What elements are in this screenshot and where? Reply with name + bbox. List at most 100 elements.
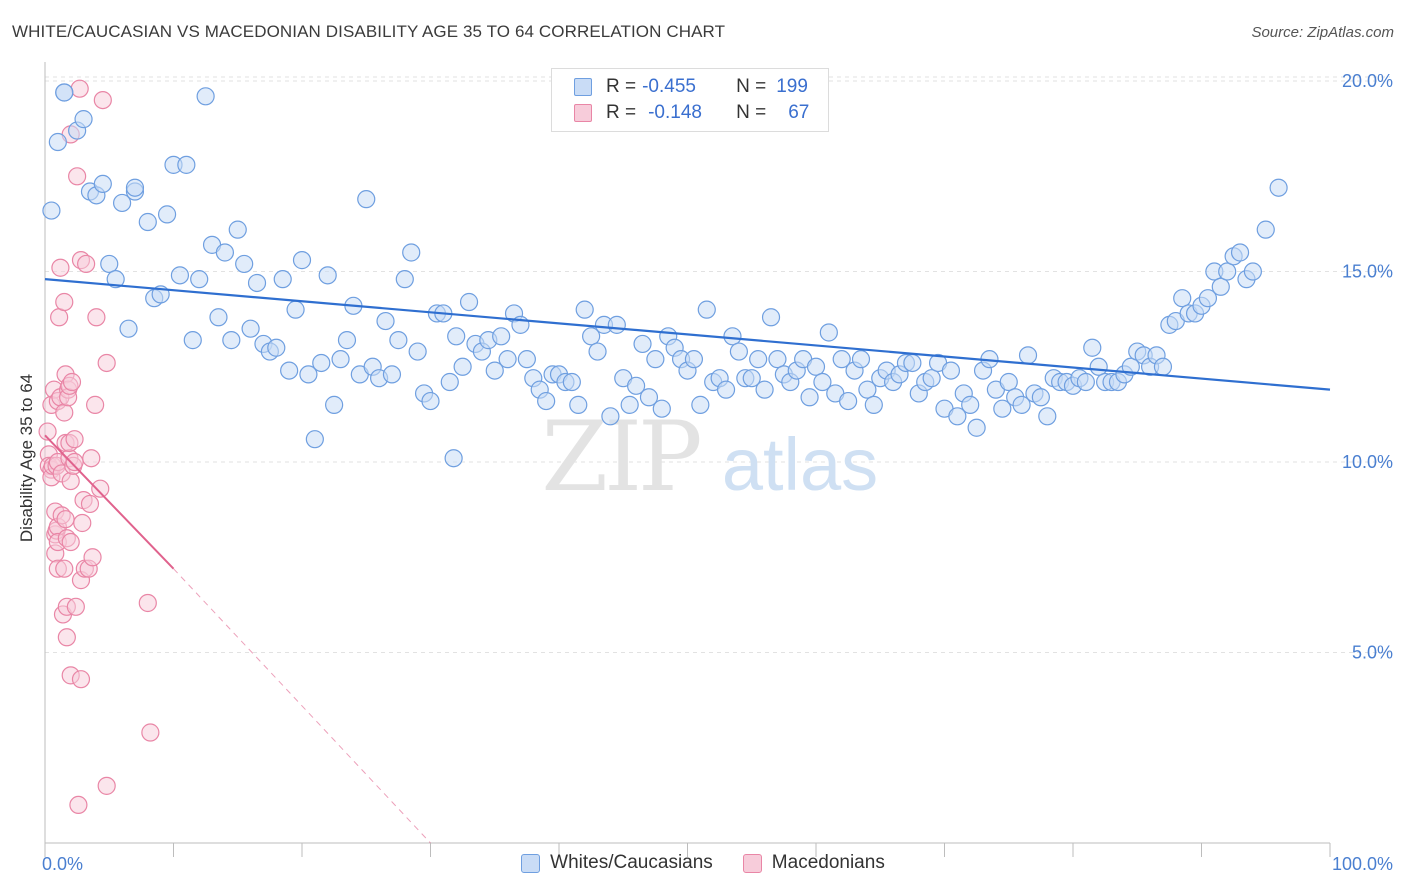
data-point-whites bbox=[376, 311, 395, 331]
legend-label-macedonians: Macedonians bbox=[771, 852, 885, 873]
data-point-whites bbox=[267, 338, 286, 357]
data-point-macedonians bbox=[138, 593, 157, 613]
x-tick-label: 0.0% bbox=[42, 854, 83, 874]
data-point-macedonians bbox=[62, 372, 82, 392]
data-point-whites bbox=[177, 155, 196, 174]
tick-labels: 5.0% 10.0% 15.0% 20.0% 0.0% 100.0% bbox=[42, 71, 1393, 874]
data-point-whites bbox=[492, 327, 511, 346]
trend-line-macedonians-extension bbox=[173, 568, 431, 844]
y-tick-label: 20.0% bbox=[1342, 71, 1393, 91]
legend-swatch-whites bbox=[521, 853, 541, 873]
legend-label-whites: Whites/Caucasians bbox=[550, 852, 713, 873]
data-point-whites bbox=[646, 350, 665, 369]
data-point-whites bbox=[588, 342, 607, 361]
data-point-whites bbox=[55, 83, 74, 102]
legend-item-macedonians: Macedonians bbox=[742, 852, 885, 874]
data-point-macedonians bbox=[93, 90, 112, 110]
legend-n-value: 199 bbox=[776, 76, 808, 97]
data-point-whites bbox=[1153, 357, 1173, 376]
data-point-whites bbox=[1012, 395, 1031, 414]
data-point-whites bbox=[292, 251, 312, 270]
data-point-macedonians bbox=[91, 479, 110, 498]
data-point-whites bbox=[498, 350, 517, 369]
data-point-whites bbox=[106, 270, 125, 289]
data-point-whites bbox=[215, 243, 234, 262]
source-label: Source: ZipAtlas.com bbox=[1251, 24, 1394, 41]
data-point-whites bbox=[813, 372, 832, 392]
data-point-whites bbox=[93, 174, 112, 194]
data-point-whites bbox=[800, 388, 819, 407]
data-point-whites bbox=[858, 380, 877, 399]
legend-row-macedonians: R = -0.148 N = 67 bbox=[574, 101, 809, 125]
data-point-whites bbox=[723, 327, 742, 346]
data-point-whites bbox=[999, 372, 1018, 392]
data-point-whites bbox=[241, 319, 260, 338]
gridlines bbox=[45, 76, 1390, 654]
data-point-whites bbox=[1256, 220, 1275, 239]
data-point-whites bbox=[839, 391, 858, 411]
data-point-whites bbox=[389, 331, 408, 350]
data-point-whites bbox=[607, 315, 626, 334]
data-point-whites bbox=[967, 418, 986, 437]
data-point-whites bbox=[402, 243, 421, 262]
data-point-macedonians bbox=[73, 513, 92, 533]
data-point-whites bbox=[575, 300, 594, 319]
data-point-whites bbox=[749, 350, 768, 369]
data-point-whites bbox=[652, 399, 671, 418]
x-tick-label: 100.0% bbox=[1332, 854, 1393, 874]
data-point-whites bbox=[453, 357, 472, 376]
series-legend: Whites/Caucasians Macedonians bbox=[0, 852, 1406, 874]
data-point-macedonians bbox=[65, 452, 84, 472]
data-point-whites bbox=[716, 380, 736, 399]
data-point-macedonians bbox=[77, 254, 96, 274]
legend-n-value: 67 bbox=[788, 102, 810, 123]
data-point-whites bbox=[1076, 372, 1095, 392]
data-point-macedonians bbox=[61, 471, 80, 491]
data-point-whites bbox=[1211, 277, 1230, 296]
data-point-whites bbox=[620, 395, 639, 414]
data-point-whites bbox=[190, 270, 209, 289]
data-point-whites bbox=[280, 361, 299, 380]
legend-r-value: -0.455 bbox=[642, 76, 696, 97]
data-point-macedonians bbox=[61, 532, 80, 552]
data-point-whites bbox=[582, 327, 601, 346]
data-point-whites bbox=[806, 357, 826, 376]
y-axis-title: Disability Age 35 to 64 bbox=[17, 374, 36, 542]
data-point-whites bbox=[157, 205, 177, 224]
data-point-whites bbox=[318, 266, 337, 285]
data-point-whites bbox=[408, 342, 427, 361]
data-point-whites bbox=[1269, 178, 1288, 197]
data-point-macedonians bbox=[71, 670, 91, 689]
data-point-whites bbox=[851, 350, 871, 369]
data-point-macedonians bbox=[86, 395, 105, 414]
data-point-whites bbox=[1089, 357, 1108, 376]
whites-points bbox=[42, 83, 1288, 468]
data-point-whites bbox=[742, 369, 761, 388]
legend-swatch-macedonians bbox=[742, 853, 762, 873]
data-point-macedonians bbox=[50, 308, 69, 327]
data-point-whites bbox=[569, 395, 588, 414]
data-point-whites bbox=[222, 331, 241, 350]
data-point-whites bbox=[1230, 243, 1250, 262]
data-point-whites bbox=[337, 331, 357, 350]
data-point-macedonians bbox=[70, 79, 89, 98]
data-point-whites bbox=[286, 300, 305, 319]
data-point-whites bbox=[299, 365, 318, 384]
data-point-whites bbox=[537, 391, 556, 411]
data-point-whites bbox=[100, 254, 119, 274]
data-point-whites bbox=[357, 190, 376, 209]
watermark: ZIP atlas bbox=[541, 401, 878, 513]
data-point-whites bbox=[74, 110, 93, 129]
data-point-whites bbox=[48, 132, 67, 152]
data-point-macedonians bbox=[66, 597, 85, 616]
data-point-whites bbox=[247, 273, 267, 293]
data-point-whites bbox=[1218, 262, 1237, 281]
data-point-whites bbox=[209, 308, 228, 327]
data-point-whites bbox=[633, 334, 652, 354]
data-point-whites bbox=[601, 407, 620, 426]
data-point-whites bbox=[948, 407, 967, 426]
legend-swatch-blue bbox=[574, 78, 592, 96]
data-point-whites bbox=[331, 350, 350, 369]
data-point-whites bbox=[755, 380, 774, 399]
data-point-macedonians bbox=[87, 308, 106, 327]
